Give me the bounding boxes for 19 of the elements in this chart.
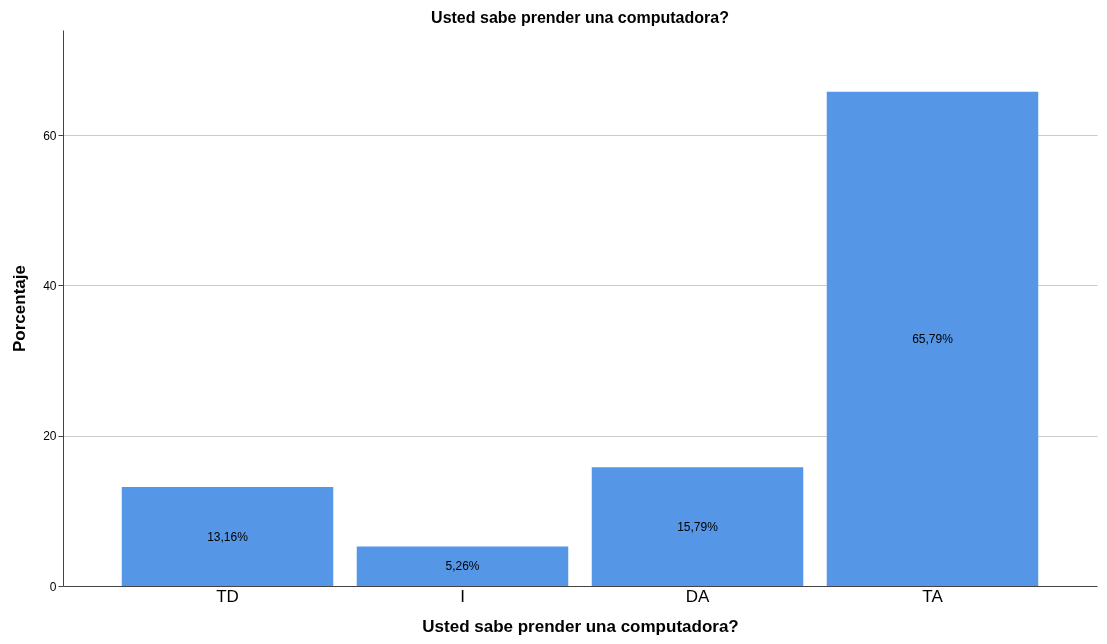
bar [826,91,1039,586]
y-tick-label: 20 [43,429,57,444]
chart-title: Usted sabe prender una computadora? [431,9,729,26]
x-tick-label: I [460,586,465,606]
x-axis-title: Usted sabe prender una computadora? [422,616,739,636]
data-label: 15,79% [677,519,719,534]
bar [591,467,804,586]
y-tick-label: 0 [49,579,57,594]
data-label: 5,26% [445,559,480,574]
x-tick-label: DA [685,586,710,606]
x-tick-label: TD [216,586,239,606]
data-label: 13,16% [207,529,249,544]
y-tick-label: 40 [43,278,57,293]
bar [121,487,334,586]
y-tick-label: 60 [43,128,57,143]
x-tick-label: TA [922,586,944,606]
bar [356,546,569,586]
data-label: 65,79% [912,331,954,346]
y-axis-title: Porcentaje [10,265,30,352]
